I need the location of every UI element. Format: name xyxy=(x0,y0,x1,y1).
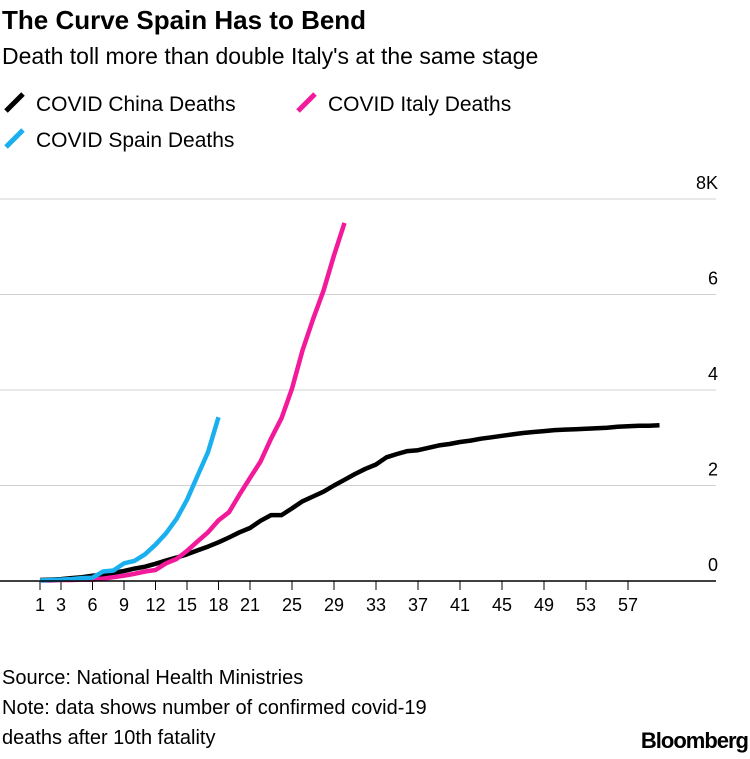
y-tick-label: 2 xyxy=(708,460,718,480)
legend-swatch xyxy=(4,128,25,149)
chart-title: The Curve Spain Has to Bend xyxy=(2,5,366,35)
x-tick-label: 29 xyxy=(324,595,344,615)
series-line xyxy=(40,222,347,583)
x-tick-label: 49 xyxy=(534,595,554,615)
x-tick-label: 18 xyxy=(208,595,228,615)
x-tick-label: 9 xyxy=(119,595,129,615)
series-line xyxy=(39,416,221,583)
legend-swatch xyxy=(4,92,25,113)
x-tick-label: 1 xyxy=(35,595,45,615)
x-tick-label: 33 xyxy=(366,595,386,615)
source: Source: National Health Ministries xyxy=(2,667,303,689)
legend-swatch xyxy=(296,92,317,113)
x-tick-label: 25 xyxy=(282,595,302,615)
x-tick-label: 37 xyxy=(408,595,428,615)
legend-label: COVID Italy Deaths xyxy=(328,93,511,116)
series-line xyxy=(39,423,660,583)
chart-subtitle: Death toll more than double Italy's at t… xyxy=(2,43,538,69)
x-tick-label: 45 xyxy=(492,595,512,615)
x-tick-label: 6 xyxy=(87,595,97,615)
y-tick-label: 8K xyxy=(696,173,718,193)
note: Note: data shows number of confirmed cov… xyxy=(2,697,427,719)
brand-logo: Bloomberg xyxy=(641,728,748,753)
x-tick-label: 15 xyxy=(177,595,197,615)
x-tick-label: 3 xyxy=(56,595,66,615)
x-tick-label: 21 xyxy=(240,595,260,615)
legend-label: COVID China Deaths xyxy=(36,93,236,116)
x-tick-label: 41 xyxy=(450,595,470,615)
note: deaths after 10th fatality xyxy=(2,727,215,749)
y-tick-label: 4 xyxy=(708,364,718,384)
y-tick-label: 0 xyxy=(708,555,718,575)
x-tick-label: 53 xyxy=(576,595,596,615)
x-tick-label: 12 xyxy=(145,595,165,615)
y-tick-label: 6 xyxy=(708,269,718,289)
legend-label: COVID Spain Deaths xyxy=(36,129,234,152)
x-tick-label: 57 xyxy=(618,595,638,615)
